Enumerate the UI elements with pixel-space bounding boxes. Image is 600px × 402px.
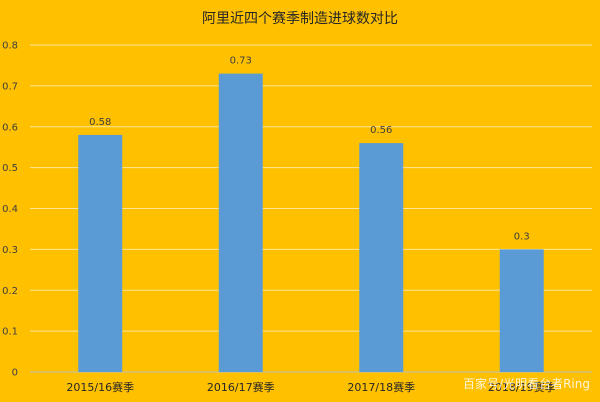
y-tick-label: 0 xyxy=(12,368,18,379)
category-label: 2017/18赛季 xyxy=(347,380,415,394)
y-axis: 0 0.1 0.2 0.3 0.4 0.5 0.6 0.7 0.8 xyxy=(2,41,18,379)
y-tick-label: 0.4 xyxy=(2,204,18,215)
data-label: 0.73 xyxy=(230,56,252,67)
data-label: 0.3 xyxy=(514,231,530,242)
y-tick-label: 0.1 xyxy=(2,327,18,338)
data-label: 0.58 xyxy=(89,117,111,128)
category-label: 2018/19赛季 xyxy=(488,380,556,394)
y-tick-label: 0.7 xyxy=(2,81,18,92)
bar xyxy=(218,73,263,373)
category-label: 2015/16赛季 xyxy=(66,380,134,394)
x-axis: 2015/16赛季 2016/17赛季 2017/18赛季 2018/19赛季 xyxy=(66,380,555,394)
bar xyxy=(359,143,404,372)
y-tick-label: 0.8 xyxy=(2,41,18,52)
chart-title: 阿里近四个赛季制造进球数对比 xyxy=(202,11,398,27)
category-label: 2016/17赛季 xyxy=(207,380,275,394)
bar xyxy=(499,249,544,372)
gridlines xyxy=(30,44,592,373)
data-labels: 0.58 0.73 0.56 0.3 xyxy=(89,56,530,243)
y-tick-label: 0.6 xyxy=(2,122,18,133)
bar xyxy=(78,134,123,372)
y-tick-label: 0.3 xyxy=(2,245,18,256)
data-label: 0.56 xyxy=(370,125,392,136)
watermark: 百家号/光明看台者Ring xyxy=(463,376,590,391)
bars xyxy=(78,73,544,373)
y-tick-label: 0.2 xyxy=(2,286,18,297)
y-tick-label: 0.5 xyxy=(2,163,18,174)
